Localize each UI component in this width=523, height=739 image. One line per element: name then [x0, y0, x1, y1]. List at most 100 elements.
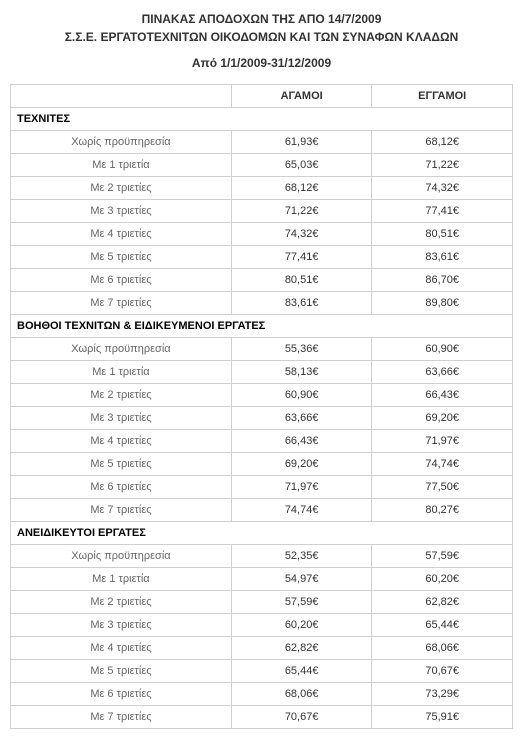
row-label: Χωρίς προϋπηρεσία: [11, 545, 232, 568]
cell-eggamoi: 71,22€: [372, 154, 513, 177]
table-row: Με 5 τριετίες77,41€83,61€: [11, 246, 513, 269]
row-label: Με 7 τριετίες: [11, 499, 232, 522]
row-label: Με 6 τριετίες: [11, 269, 232, 292]
row-label: Με 3 τριετίες: [11, 614, 232, 637]
salary-table: ΑΓΑΜΟΙ ΕΓΓΑΜΟΙ ΤΕΧΝΙΤΕΣΧωρίς προϋπηρεσία…: [10, 84, 513, 729]
cell-eggamoi: 86,70€: [372, 269, 513, 292]
table-row: Με 5 τριετίες65,44€70,67€: [11, 660, 513, 683]
table-row: Με 5 τριετίες69,20€74,74€: [11, 453, 513, 476]
section-title: ΑΝΕΙΔΙΚΕΥΤΟΙ ΕΡΓΑΤΕΣ: [11, 522, 513, 545]
section-title: ΤΕΧΝΙΤΕΣ: [11, 108, 513, 131]
cell-agamoi: 60,20€: [231, 614, 372, 637]
cell-agamoi: 57,59€: [231, 591, 372, 614]
table-row: Με 1 τριετία54,97€60,20€: [11, 568, 513, 591]
cell-eggamoi: 63,66€: [372, 361, 513, 384]
section-header: ΒΟΗΘΟΙ ΤΕΧΝΙΤΩΝ & ΕΙΔΙΚΕΥΜΕΝΟΙ ΕΡΓΑΤΕΣ: [11, 315, 513, 338]
cell-agamoi: 71,22€: [231, 200, 372, 223]
cell-eggamoi: 74,32€: [372, 177, 513, 200]
cell-agamoi: 65,44€: [231, 660, 372, 683]
table-row: Με 6 τριετίες71,97€77,50€: [11, 476, 513, 499]
cell-eggamoi: 69,20€: [372, 407, 513, 430]
cell-eggamoi: 73,29€: [372, 683, 513, 706]
table-row: Με 2 τριετίες68,12€74,32€: [11, 177, 513, 200]
section-title: ΒΟΗΘΟΙ ΤΕΧΝΙΤΩΝ & ΕΙΔΙΚΕΥΜΕΝΟΙ ΕΡΓΑΤΕΣ: [11, 315, 513, 338]
cell-agamoi: 69,20€: [231, 453, 372, 476]
row-label: Με 7 τριετίες: [11, 292, 232, 315]
cell-agamoi: 70,67€: [231, 706, 372, 729]
table-row: Με 7 τριετίες83,61€89,80€: [11, 292, 513, 315]
cell-eggamoi: 77,50€: [372, 476, 513, 499]
cell-agamoi: 63,66€: [231, 407, 372, 430]
col-blank: [11, 85, 232, 108]
row-label: Με 3 τριετίες: [11, 200, 232, 223]
cell-eggamoi: 83,61€: [372, 246, 513, 269]
cell-agamoi: 80,51€: [231, 269, 372, 292]
section-header: ΤΕΧΝΙΤΕΣ: [11, 108, 513, 131]
table-header-row: ΑΓΑΜΟΙ ΕΓΓΑΜΟΙ: [11, 85, 513, 108]
cell-agamoi: 60,90€: [231, 384, 372, 407]
row-label: Χωρίς προϋπηρεσία: [11, 338, 232, 361]
row-label: Με 1 τριετία: [11, 154, 232, 177]
col-agamoi: ΑΓΑΜΟΙ: [231, 85, 372, 108]
table-body: ΤΕΧΝΙΤΕΣΧωρίς προϋπηρεσία61,93€68,12€Με …: [11, 108, 513, 729]
table-row: Με 3 τριετίες63,66€69,20€: [11, 407, 513, 430]
cell-agamoi: 52,35€: [231, 545, 372, 568]
table-row: Με 4 τριετίες62,82€68,06€: [11, 637, 513, 660]
page-title-block: ΠΙΝΑΚΑΣ ΑΠΟΔΟΧΩΝ ΤΗΣ ΑΠΟ 14/7/2009 Σ.Σ.Ε…: [10, 10, 513, 46]
cell-eggamoi: 71,97€: [372, 430, 513, 453]
period-line: Από 1/1/2009-31/12/2009: [10, 56, 513, 70]
row-label: Με 1 τριετία: [11, 361, 232, 384]
cell-agamoi: 58,13€: [231, 361, 372, 384]
cell-eggamoi: 80,27€: [372, 499, 513, 522]
cell-agamoi: 68,12€: [231, 177, 372, 200]
title-line-2: Σ.Σ.Ε. ΕΡΓΑΤΟΤΕΧΝΙΤΩΝ ΟΙΚΟΔΟΜΩΝ ΚΑΙ ΤΩΝ …: [10, 28, 513, 46]
cell-agamoi: 74,32€: [231, 223, 372, 246]
cell-eggamoi: 65,44€: [372, 614, 513, 637]
table-row: Με 4 τριετίες66,43€71,97€: [11, 430, 513, 453]
cell-eggamoi: 62,82€: [372, 591, 513, 614]
row-label: Με 3 τριετίες: [11, 407, 232, 430]
cell-eggamoi: 68,12€: [372, 131, 513, 154]
cell-eggamoi: 80,51€: [372, 223, 513, 246]
cell-eggamoi: 70,67€: [372, 660, 513, 683]
row-label: Με 4 τριετίες: [11, 430, 232, 453]
cell-eggamoi: 68,06€: [372, 637, 513, 660]
cell-eggamoi: 75,91€: [372, 706, 513, 729]
table-row: Με 1 τριετία58,13€63,66€: [11, 361, 513, 384]
table-row: Χωρίς προϋπηρεσία52,35€57,59€: [11, 545, 513, 568]
row-label: Με 2 τριετίες: [11, 591, 232, 614]
cell-eggamoi: 74,74€: [372, 453, 513, 476]
table-row: Με 6 τριετίες68,06€73,29€: [11, 683, 513, 706]
cell-agamoi: 74,74€: [231, 499, 372, 522]
table-row: Χωρίς προϋπηρεσία61,93€68,12€: [11, 131, 513, 154]
table-row: Με 3 τριετίες60,20€65,44€: [11, 614, 513, 637]
row-label: Με 5 τριετίες: [11, 246, 232, 269]
cell-eggamoi: 89,80€: [372, 292, 513, 315]
cell-agamoi: 77,41€: [231, 246, 372, 269]
table-row: Με 3 τριετίες71,22€77,41€: [11, 200, 513, 223]
row-label: Χωρίς προϋπηρεσία: [11, 131, 232, 154]
table-row: Με 2 τριετίες57,59€62,82€: [11, 591, 513, 614]
cell-eggamoi: 77,41€: [372, 200, 513, 223]
cell-eggamoi: 60,90€: [372, 338, 513, 361]
cell-agamoi: 66,43€: [231, 430, 372, 453]
table-row: Με 2 τριετίες60,90€66,43€: [11, 384, 513, 407]
row-label: Με 1 τριετία: [11, 568, 232, 591]
table-row: Με 7 τριετίες74,74€80,27€: [11, 499, 513, 522]
row-label: Με 2 τριετίες: [11, 384, 232, 407]
cell-agamoi: 55,36€: [231, 338, 372, 361]
cell-agamoi: 65,03€: [231, 154, 372, 177]
cell-agamoi: 62,82€: [231, 637, 372, 660]
table-row: Χωρίς προϋπηρεσία55,36€60,90€: [11, 338, 513, 361]
cell-agamoi: 83,61€: [231, 292, 372, 315]
cell-eggamoi: 60,20€: [372, 568, 513, 591]
title-line-1: ΠΙΝΑΚΑΣ ΑΠΟΔΟΧΩΝ ΤΗΣ ΑΠΟ 14/7/2009: [10, 10, 513, 28]
row-label: Με 4 τριετίες: [11, 637, 232, 660]
table-row: Με 1 τριετία65,03€71,22€: [11, 154, 513, 177]
cell-agamoi: 68,06€: [231, 683, 372, 706]
row-label: Με 5 τριετίες: [11, 660, 232, 683]
cell-agamoi: 54,97€: [231, 568, 372, 591]
row-label: Με 7 τριετίες: [11, 706, 232, 729]
cell-agamoi: 61,93€: [231, 131, 372, 154]
table-row: Με 7 τριετίες70,67€75,91€: [11, 706, 513, 729]
